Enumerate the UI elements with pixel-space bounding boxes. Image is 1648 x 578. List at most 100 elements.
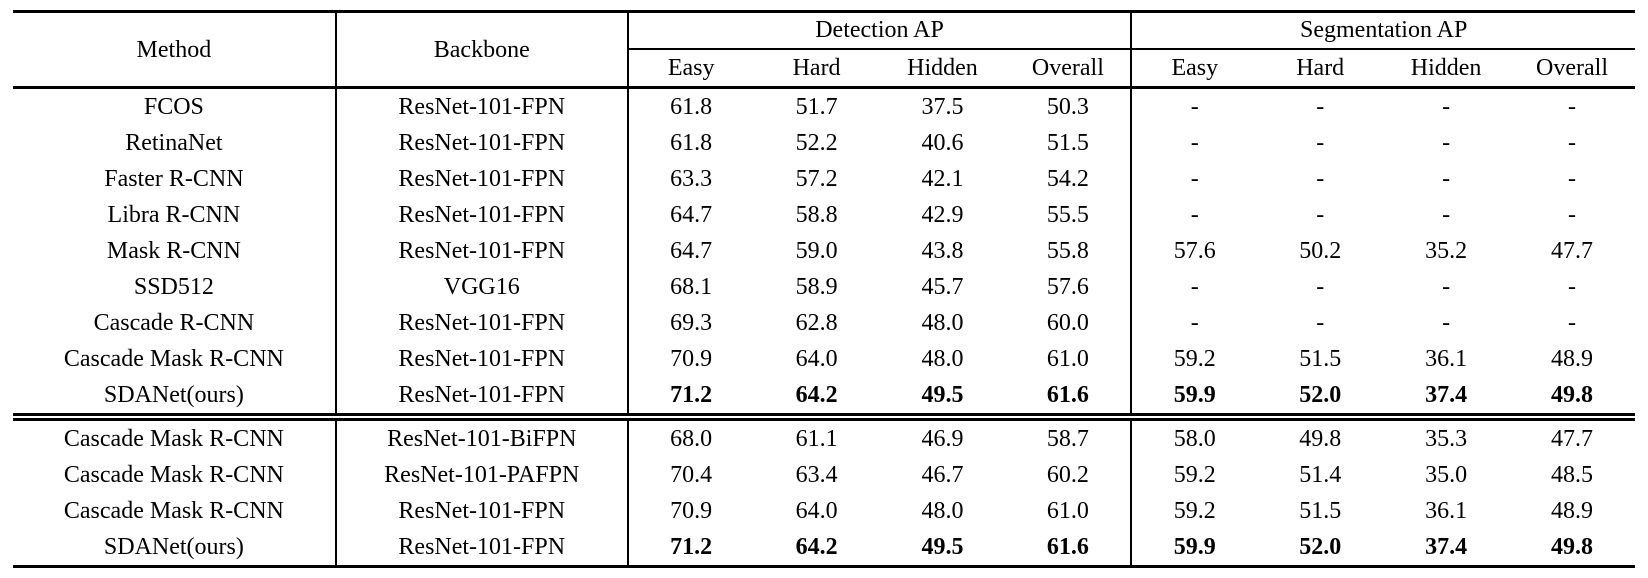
segmentation-value-cell: - <box>1568 130 1577 156</box>
backbone-cell: ResNet-101-FPN <box>335 377 629 421</box>
segmentation-value-cell: 59.9 <box>1173 534 1216 560</box>
table-row: SDANet(ours) ResNet-101-FPN 71.2 64.2 49.5 61… <box>13 377 1635 421</box>
segmentation-value-cell: 36.1 <box>1425 346 1468 372</box>
segmentation-value-cell: 37.4 <box>1425 534 1468 560</box>
detection-value-cell: 70.9 <box>670 346 713 372</box>
segmentation-value-cell: - <box>1568 202 1577 228</box>
method-cell: FCOS <box>13 87 337 125</box>
segmentation-hard-header: Hard <box>1257 49 1384 89</box>
backbone-cell: ResNet-101-FPN <box>335 529 629 567</box>
segmentation-value-cell: 35.3 <box>1425 426 1468 452</box>
table-section-main: FCOS ResNet-101-FPN 61.8 51.7 37.5 50.3- - - - Re… <box>13 87 1635 421</box>
backbone-cell: ResNet-101-PAFPN <box>335 457 629 493</box>
detection-value-cell: 50.3 <box>1005 87 1133 125</box>
table-row: SSD512 VGG16 68.1 58.9 45.7 57.6 - - - - <box>13 269 1635 305</box>
segmentation-value-cell: 47.7 <box>1551 238 1594 264</box>
segmentation-value-cell: 51.5 <box>1299 498 1342 524</box>
segmentation-value-cell: 59.9 <box>1131 377 1258 421</box>
segmentation-value-cell: 52.0 <box>1299 534 1342 560</box>
detection-value-cell: 40.6 <box>921 130 964 156</box>
detection-value-cell: 49.5 <box>921 534 964 560</box>
detection-value-cell: 37.5 <box>921 94 964 120</box>
detection-value-cell: 49.5 <box>879 377 1006 421</box>
detection-value-cell: 48.0 <box>921 346 964 372</box>
segmentation-value-cell: 49.8 <box>1299 426 1342 452</box>
table-row: Libra R-CNN ResNet-101-FPN 64.7 58.8 42.9 55.… <box>13 197 1635 233</box>
detection-value-cell: 42.1 <box>921 166 964 192</box>
detection-value-cell: 68.1 <box>670 274 713 300</box>
method-cell: Mask R-CNN <box>13 233 337 269</box>
detection-value-cell: 54.2 <box>1005 161 1133 197</box>
detection-value-cell: 64.0 <box>795 346 838 372</box>
table-row: Cascade R-CNN ResNet-101-FPN 69.3 62.8 48.0 6… <box>13 305 1635 341</box>
detection-value-cell: 57.6 <box>1005 269 1133 305</box>
segmentation-value-cell: 36.1 <box>1425 498 1468 524</box>
segmentation-value-cell: - <box>1316 130 1325 156</box>
detection-hard-header: Hard <box>753 49 880 89</box>
detection-value-cell: 68.0 <box>670 426 713 452</box>
detection-value-cell: 64.2 <box>795 534 838 560</box>
method-cell: Faster R-CNN <box>13 161 337 197</box>
detection-value-cell: 71.2 <box>670 534 713 560</box>
detection-value-cell: 61.1 <box>795 426 838 452</box>
detection-value-cell: 57.2 <box>795 166 838 192</box>
segmentation-hidden-header: Hidden <box>1383 49 1510 89</box>
method-cell: SSD512 <box>13 269 337 305</box>
segmentation-value-cell: - <box>1442 202 1451 228</box>
detection-value-cell: 61.8 <box>670 130 713 156</box>
table-row: Cascade Mask R-CNN ResNet-101-FPN 70.9 64.0… <box>13 341 1635 377</box>
detection-value-cell: 46.7 <box>921 462 964 488</box>
segmentation-value-cell: 51.4 <box>1299 462 1342 488</box>
table-section-fpn-variants: Cascade Mask R-CNN ResNet-101-BiFPN 68.0 61… <box>13 417 1635 567</box>
detection-value-cell: 62.8 <box>795 310 838 336</box>
table-row: Cascade Mask R-CNN ResNet-101-FPN 70.9 64.0… <box>13 493 1635 529</box>
backbone-cell: ResNet-101-FPN <box>335 341 629 377</box>
backbone-cell: ResNet-101-FPN <box>335 305 629 341</box>
table-row: FCOS ResNet-101-FPN 61.8 51.7 37.5 50.3 - - - - <box>13 87 1635 125</box>
detection-value-cell: 58.7 <box>1005 417 1133 457</box>
method-cell: SDANet(ours) <box>13 377 337 421</box>
segmentation-value-cell: - <box>1568 94 1577 120</box>
method-cell: Libra R-CNN <box>13 197 337 233</box>
segmentation-value-cell: - <box>1442 310 1451 336</box>
detection-value-cell: 70.4 <box>670 462 713 488</box>
detection-value-cell: 43.8 <box>921 238 964 264</box>
table-row: RetinaNet ResNet-101-FPN 61.8 52.2 40.6 51.5 -… <box>13 125 1635 161</box>
segmentation-value-cell: - <box>1190 166 1199 192</box>
segmentation-value-cell: - <box>1316 202 1325 228</box>
detection-value-cell: 45.7 <box>921 274 964 300</box>
segmentation-value-cell: 49.8 <box>1551 534 1594 560</box>
segmentation-value-cell: 48.5 <box>1551 462 1594 488</box>
detection-value-cell: 61.0 <box>1005 493 1133 529</box>
results-table: Method Backbone Detection AP Segmentatio… <box>13 10 1635 568</box>
detection-value-cell: 61.0 <box>1005 341 1133 377</box>
segmentation-value-cell: - <box>1316 166 1325 192</box>
segmentation-value-cell: 59.2 <box>1173 498 1216 524</box>
table-row: Mask R-CNN ResNet-101-FPN 64.7 59.0 43.8 55.8… <box>13 233 1635 269</box>
detection-value-cell: 52.2 <box>795 130 838 156</box>
backbone-cell: ResNet-101-BiFPN <box>335 417 629 457</box>
detection-value-cell: 70.9 <box>670 498 713 524</box>
detection-value-cell: 51.7 <box>795 94 838 120</box>
detection-value-cell: 48.0 <box>921 498 964 524</box>
group-header-row: Method Backbone Detection AP Segmentatio… <box>13 11 1635 89</box>
backbone-cell: ResNet-101-FPN <box>335 125 629 161</box>
backbone-cell: ResNet-101-FPN <box>335 233 629 269</box>
detection-value-cell: 48.0 <box>921 310 964 336</box>
backbone-cell: ResNet-101-FPN <box>335 87 629 125</box>
segmentation-value-cell: 59.2 <box>1173 462 1216 488</box>
segmentation-value-cell: 47.7 <box>1551 426 1594 452</box>
segmentation-value-cell: 35.0 <box>1425 462 1468 488</box>
detection-value-cell: 55.8 <box>1005 233 1133 269</box>
detection-value-cell: 71.2 <box>627 377 754 421</box>
segmentation-value-cell: - <box>1442 94 1451 120</box>
backbone-column-header: Backbone <box>335 11 629 89</box>
detection-value-cell: 51.5 <box>1005 125 1133 161</box>
segmentation-value-cell: 52.0 <box>1257 377 1384 421</box>
detection-value-cell: 58.8 <box>795 202 838 228</box>
detection-hidden-header: Hidden <box>879 49 1006 89</box>
segmentation-value-cell: - <box>1316 94 1325 120</box>
segmentation-value-cell: - <box>1190 274 1199 300</box>
detection-value-cell: 64.7 <box>670 238 713 264</box>
method-cell: RetinaNet <box>13 125 337 161</box>
